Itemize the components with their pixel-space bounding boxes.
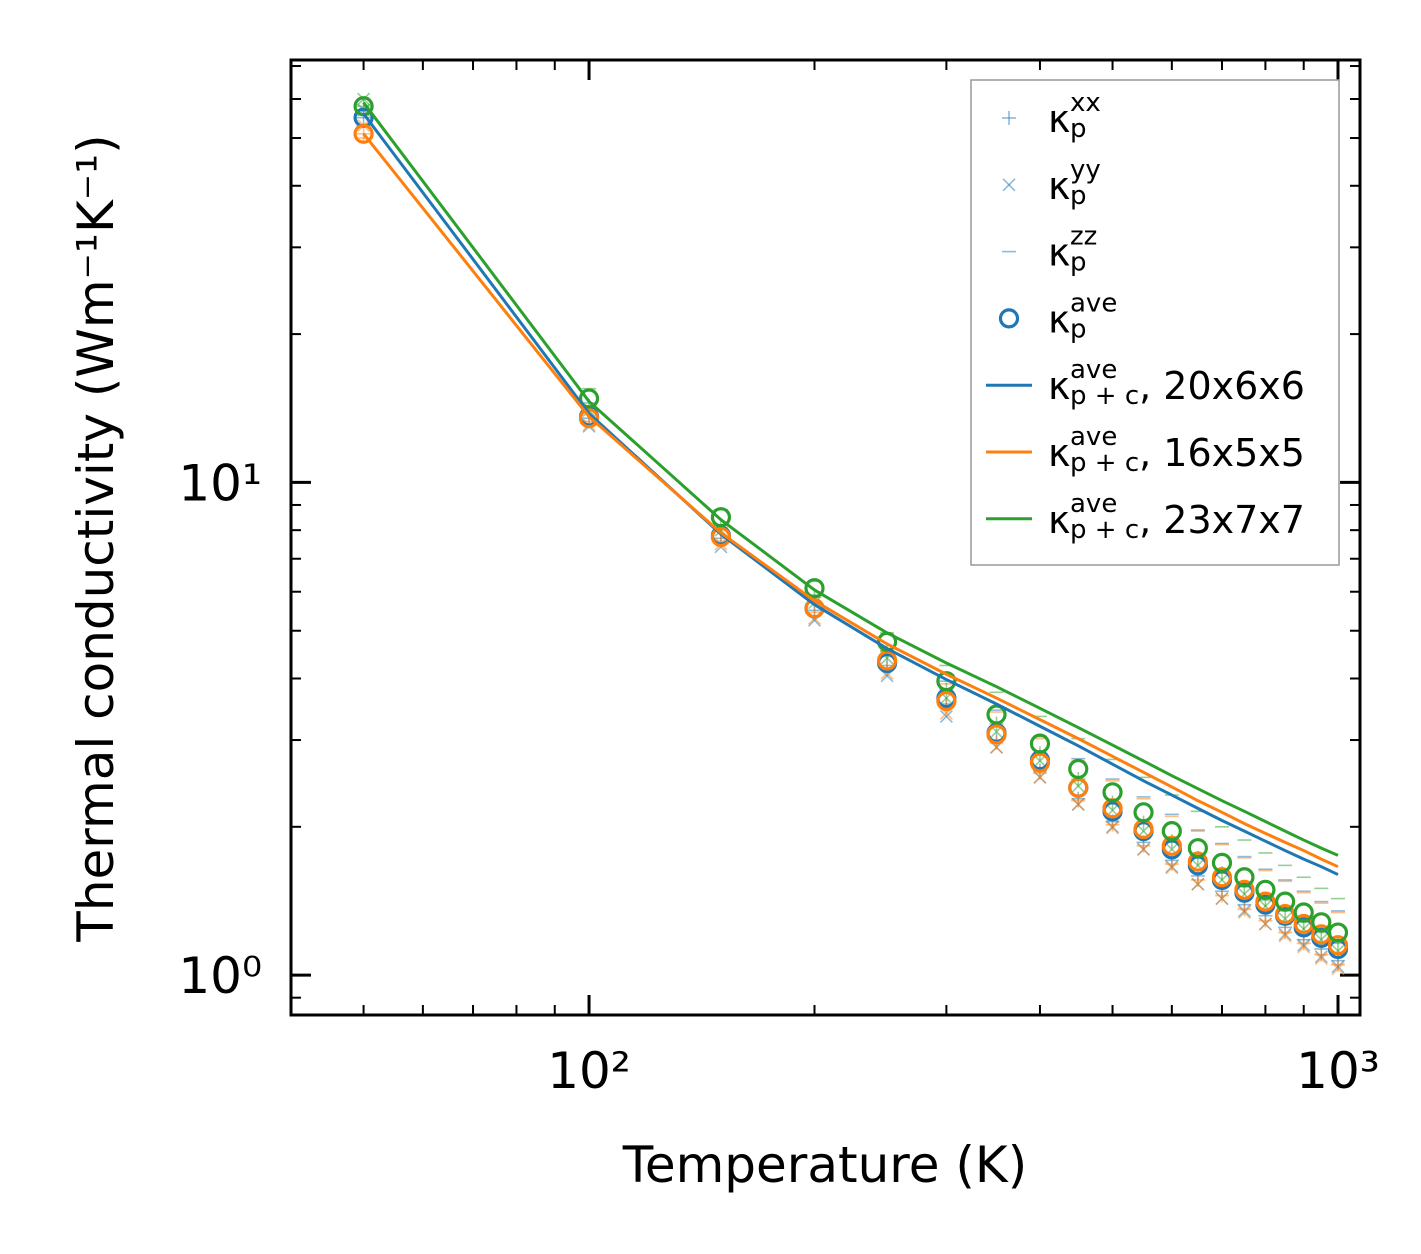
x-tick-label: 10³ [1296, 1042, 1380, 1100]
legend-label-superscript: zz [1070, 222, 1097, 252]
kappa-yy-point [1136, 842, 1151, 856]
kappa-ave-point [1255, 879, 1276, 900]
y-tick-label: 10¹ [178, 454, 262, 512]
legend-box [970, 79, 1340, 566]
legend-entry: κ zzp [1002, 222, 1097, 278]
kappa-yy-point [1278, 929, 1292, 943]
legend-label-subscript: p [1070, 114, 1087, 144]
kappa-yy-point [1033, 754, 1047, 768]
kappa-ave-point [1211, 852, 1233, 873]
x-tick-label: 10² [547, 1042, 631, 1100]
legend-label-suffix: , 16x5x5 [1139, 431, 1305, 475]
kappa-ave-point [1187, 851, 1208, 872]
legend-label-superscript: yy [1070, 155, 1101, 185]
legend-label: κ [1048, 231, 1070, 275]
legend-label: κ [1048, 431, 1070, 475]
plot-area [353, 92, 1349, 976]
legend-label-subscript: p + c [1070, 381, 1139, 411]
legend-label-superscript: ave [1070, 355, 1117, 385]
kappa-ave-point [876, 650, 898, 671]
kappa-yy-point [1331, 962, 1345, 976]
kappa-yy-point [939, 709, 953, 723]
kappa-pc-line-20x6x6 [362, 112, 1339, 876]
kappa-ave-point [1029, 752, 1051, 773]
legend-label: κ [1048, 97, 1070, 141]
kappa-yy-point [807, 596, 822, 610]
kappa-ave-point [1311, 912, 1332, 933]
legend-label-superscript: xx [1070, 88, 1101, 118]
kappa-ave-point [710, 526, 732, 548]
plot-frame [289, 58, 1362, 1017]
kappa-ave-point [1068, 777, 1089, 798]
kappa-ave-point [1275, 891, 1296, 912]
kappa-ave-point [1161, 835, 1182, 856]
kappa-ave-point [578, 388, 600, 409]
kappa-ave-point [1327, 935, 1349, 956]
y-axis-label: Thermal conductivity (Wm⁻¹K⁻¹) [67, 134, 125, 942]
kappa-yy-point [1258, 917, 1272, 931]
x-axis-label: Temperature (K) [622, 1136, 1027, 1194]
kappa-ave-point [1211, 867, 1233, 888]
kappa-ave-point [1187, 838, 1208, 859]
kappa-ave-point [353, 123, 374, 144]
kappa-ave-point [1133, 802, 1154, 823]
series-23x7x7-ave [353, 96, 1349, 943]
legend-label-suffix: , 20x6x6 [1139, 364, 1305, 408]
kappa-ave-point [1161, 821, 1182, 842]
legend-label-subscript: p [1070, 314, 1087, 344]
kappa-ave-point [1275, 904, 1296, 925]
legend-label: κ [1048, 364, 1070, 408]
kappa-ave-point [1255, 891, 1276, 912]
kappa-ave-point [1293, 902, 1314, 923]
kappa-ave-point [1068, 758, 1089, 780]
kappa-ave-point [1234, 879, 1255, 900]
kappa-yy-point [1237, 905, 1251, 920]
legend-label: κ [1048, 498, 1070, 542]
kappa-yy-point [1297, 940, 1311, 954]
legend-circle-marker [998, 308, 1020, 329]
kappa-yy-point [1191, 877, 1205, 891]
legend-label-suffix: , 23x7x7 [1139, 498, 1305, 542]
kappa-ave-point [1234, 867, 1255, 888]
kappa-ave-point [986, 704, 1007, 725]
legend-label-superscript: ave [1070, 422, 1117, 452]
kappa-ave-point [1102, 782, 1123, 803]
kappa-ave-point [710, 507, 732, 528]
legend-label-subscript: p + c [1070, 515, 1139, 545]
kappa-pc-line-16x5x5 [362, 132, 1339, 869]
kappa-yy-point [1033, 770, 1047, 784]
kappa-ave-point [1029, 733, 1051, 754]
legend-label-subscript: p + c [1070, 448, 1139, 478]
y-tick-label: 10⁰ [178, 947, 262, 1005]
kappa-ave-point [986, 724, 1007, 745]
kappa-yy-point [1165, 861, 1179, 875]
legend-entry: κ yyp [1002, 155, 1101, 211]
legend-label: κ [1048, 297, 1070, 341]
legend-entry: κ xxp [1002, 88, 1101, 144]
kappa-ave-point [936, 690, 957, 712]
legend-label-subscript: p [1070, 181, 1087, 211]
legend-label-subscript: p [1070, 248, 1087, 278]
kappa-ave-point [1327, 922, 1349, 943]
kappa-pc-line-23x7x7 [362, 101, 1339, 857]
axis-ticks: 10² 10³ 10⁰ 10¹ [178, 60, 1380, 1100]
kappa-yy-point [1314, 952, 1328, 966]
legend-label-superscript: ave [1070, 288, 1117, 318]
legend-label-superscript: ave [1070, 489, 1117, 519]
kappa-ave-point [804, 578, 825, 599]
legend-x-marker [1002, 178, 1016, 192]
kappa-yy-point [1071, 797, 1085, 812]
kappa-yy-point [1215, 892, 1229, 906]
kappa-yy-point [1105, 821, 1120, 835]
kappa-ave-point [578, 408, 600, 429]
legend-label: κ [1048, 164, 1070, 208]
